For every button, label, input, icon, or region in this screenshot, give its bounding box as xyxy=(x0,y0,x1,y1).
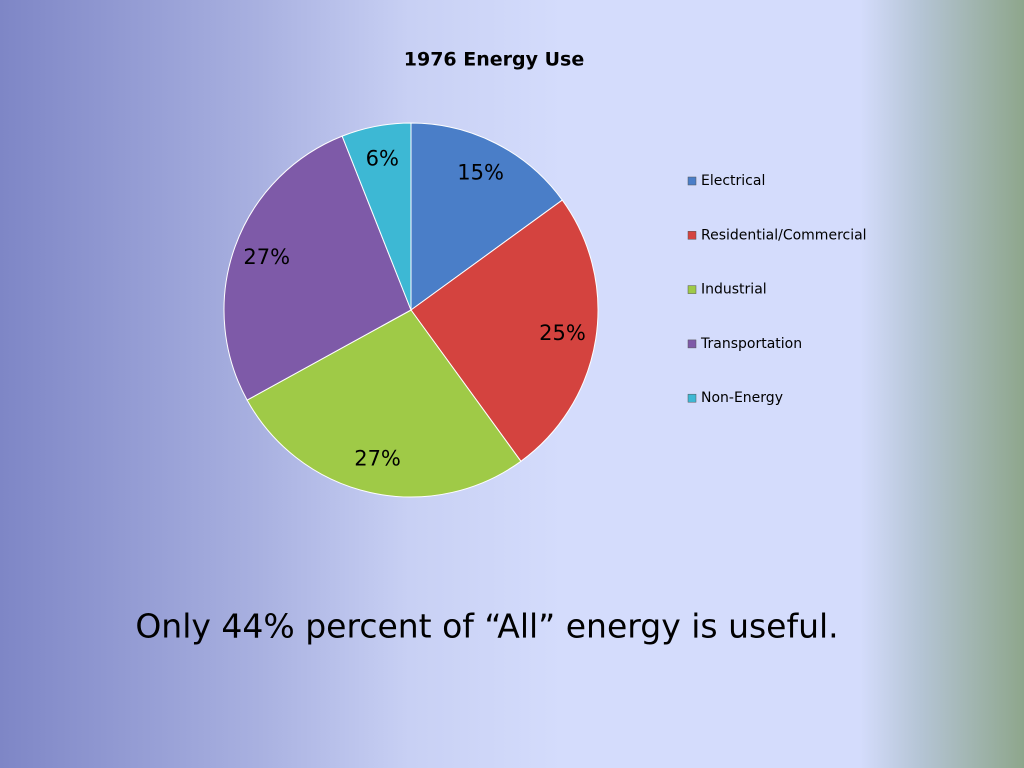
legend: Electrical Residential/Commercial Industri… xyxy=(687,173,867,406)
data-label: 27% xyxy=(354,447,401,471)
legend-swatch xyxy=(687,285,697,294)
data-label: 15% xyxy=(457,160,504,184)
legend-label: Non-Energy xyxy=(701,390,783,406)
pie-slice xyxy=(410,122,563,311)
data-label: 27% xyxy=(243,245,290,269)
pie-slice xyxy=(410,199,599,462)
chart-title: 1976 Energy Use xyxy=(404,49,584,71)
legend-swatch xyxy=(687,393,697,403)
pie-slice xyxy=(246,309,522,498)
legend-swatch xyxy=(687,339,697,349)
pie: 15% 25% 27% 27% 6% xyxy=(223,122,599,498)
legend-swatch xyxy=(687,231,697,240)
legend-label: Transportation xyxy=(700,336,802,352)
slide-caption: Only 44% percent of “All” energy is usef… xyxy=(135,607,838,646)
legend-swatch xyxy=(687,176,697,186)
legend-label: Residential/Commercial xyxy=(701,227,867,243)
pie-slice xyxy=(341,122,412,311)
pie-slice xyxy=(223,135,412,401)
legend-label: Electrical xyxy=(701,173,765,189)
data-label: 6% xyxy=(366,146,399,170)
legend-label: Industrial xyxy=(701,282,767,298)
data-label: 25% xyxy=(539,321,586,345)
